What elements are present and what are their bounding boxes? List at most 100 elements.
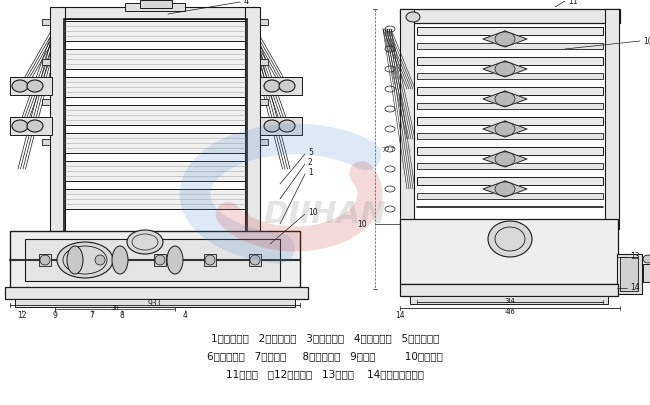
Text: 3l4: 3l4 [504,297,515,303]
Ellipse shape [406,13,420,23]
Bar [400,10,414,230]
Bar [260,100,268,106]
Ellipse shape [279,81,295,93]
Text: 6，小斜齿轮   7，凸轮轴     8，大斜齿轮   9，凸轮         10，球动杆: 6，小斜齿轮 7，凸轮轴 8，大斜齿轮 9，凸轮 10，球动杆 [207,350,443,360]
Polygon shape [483,92,527,108]
Text: 777: 777 [381,147,395,153]
Ellipse shape [279,121,295,133]
Bar [417,148,603,156]
Text: 2: 2 [308,158,313,167]
Bar [42,100,50,106]
Bar [60,8,255,20]
Bar [605,10,619,230]
Bar [10,231,300,289]
Bar [417,134,603,140]
Bar [154,254,166,266]
Ellipse shape [12,121,28,133]
Ellipse shape [264,121,280,133]
Ellipse shape [205,256,215,265]
Bar [204,254,216,266]
Polygon shape [483,151,527,168]
Text: 931: 931 [148,299,162,308]
Bar [260,20,268,26]
Bar [65,50,245,70]
Text: 8: 8 [120,311,124,320]
Bar [245,8,260,237]
Text: 12: 12 [18,311,27,320]
Ellipse shape [264,81,280,93]
Ellipse shape [57,243,113,278]
Bar [260,78,302,96]
Ellipse shape [112,246,128,274]
Bar [417,177,603,185]
Bar [417,88,603,96]
Bar [643,264,650,282]
Ellipse shape [27,81,43,93]
Bar [65,22,245,42]
Bar [65,190,245,209]
Bar [417,58,603,66]
Text: 4: 4 [183,311,187,320]
Bar [65,134,245,153]
Ellipse shape [495,33,515,47]
Text: 11: 11 [568,0,577,6]
Text: DIIHAN: DIIHAN [264,200,386,229]
Polygon shape [483,62,527,78]
Ellipse shape [495,93,515,107]
Text: 5: 5 [308,148,313,157]
Ellipse shape [155,256,165,265]
Ellipse shape [27,121,43,133]
Text: ®: ® [402,145,412,155]
Bar [42,20,50,26]
Bar [5,287,308,299]
Bar [140,1,172,9]
Text: 3ll: 3ll [111,304,119,310]
Bar [50,8,65,237]
Bar [260,60,268,66]
Bar [417,44,603,50]
Ellipse shape [167,246,183,274]
Ellipse shape [643,256,650,263]
Bar [417,28,603,36]
Bar [39,254,51,266]
Bar [25,239,280,281]
Bar [65,106,245,126]
Ellipse shape [495,123,515,136]
Ellipse shape [67,246,83,274]
Text: 14: 14 [630,283,640,292]
Bar [94,254,106,266]
Text: 7: 7 [90,311,94,320]
Polygon shape [483,122,527,138]
Bar [417,74,603,80]
Ellipse shape [127,230,163,254]
Ellipse shape [250,256,260,265]
Bar [64,20,247,234]
Bar [617,254,642,294]
Bar [15,299,295,307]
Text: 9: 9 [53,311,57,320]
Ellipse shape [495,63,515,77]
Bar [42,140,50,146]
Bar [65,78,245,98]
Bar [400,220,618,284]
Bar [42,60,50,66]
Bar [260,118,302,136]
Text: 10: 10 [308,208,318,217]
Text: 14: 14 [395,311,405,320]
Bar [10,78,52,96]
Text: 1，传动主轴   2，小斜齿轮   3，大斜齿轮   4，上偏心轮   5，下偏心轮: 1，传动主轴 2，小斜齿轮 3，大斜齿轮 4，上偏心轮 5，下偏心轮 [211,332,439,342]
Bar [417,104,603,110]
Bar [620,257,638,291]
Bar [125,4,185,12]
Text: 10: 10 [358,220,367,229]
Bar [417,118,603,126]
Polygon shape [483,32,527,48]
Bar [410,296,608,304]
Ellipse shape [495,183,515,196]
Text: 11，扯导   　12，抣油器   13，螺塔    14，自动停车装置: 11，扯导 12，抣油器 13，螺塔 14，自动停车装置 [226,368,424,378]
Text: 1: 1 [308,168,313,177]
Bar [417,164,603,170]
Polygon shape [483,181,527,198]
Bar [249,254,261,266]
Text: 4: 4 [244,0,249,6]
